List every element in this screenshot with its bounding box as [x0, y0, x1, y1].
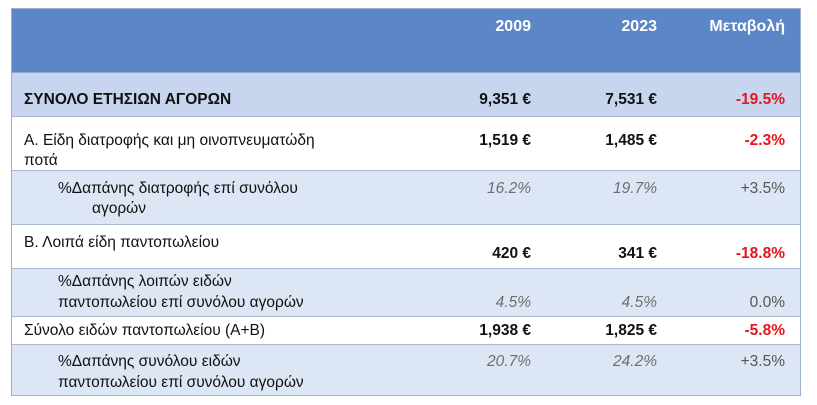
table-row-other-grocery-share: %Δαπάνης λοιπών ειδών παντοπωλείου επί σ… [12, 269, 800, 317]
row-label-line1: Α. Είδη διατροφής και μη οινοπνευματώδη [24, 132, 315, 149]
table-row-grocery-total-share: %Δαπάνης συνόλου ειδών παντοπωλείου επί … [12, 345, 800, 395]
table-row-other-grocery: Β. Λοιπά είδη παντοπωλείου 420 € 341 € -… [12, 225, 800, 269]
value-change: -19.5% [735, 91, 785, 108]
table-row-food: Α. Είδη διατροφής και μη οινοπνευματώδη … [12, 117, 800, 171]
row-label: Σύνολο ειδών παντοπωλείου (Α+Β) [24, 322, 266, 339]
value-change: -5.8% [744, 322, 786, 339]
value-change: 0.0% [749, 294, 785, 311]
value-2009: 4.5% [495, 294, 531, 311]
header-change: Μεταβολή [709, 18, 785, 35]
value-2009: 1,938 € [479, 322, 531, 339]
value-change: -18.8% [735, 245, 785, 262]
value-2023: 7,531 € [605, 91, 657, 108]
value-2023: 19.7% [613, 180, 657, 197]
row-label-line1: %Δαπάνης διατροφής επί συνόλου [58, 180, 298, 197]
header-2009: 2009 [495, 18, 531, 35]
table-row-total-purchases: ΣΥΝΟΛΟ ΕΤΗΣΙΩΝ ΑΓΟΡΩΝ 9,351 € 7,531 € -1… [12, 73, 800, 117]
table-row-grocery-total: Σύνολο ειδών παντοπωλείου (Α+Β) 1,938 € … [12, 317, 800, 345]
row-label-line1: %Δαπάνης συνόλου ειδών [58, 353, 241, 370]
value-2009: 20.7% [487, 353, 531, 370]
value-2023: 341 € [618, 245, 657, 262]
row-label-line2: παντοπωλείου επί συνόλου αγορών [58, 294, 304, 311]
value-2023: 1,485 € [605, 132, 657, 149]
value-2009: 420 € [492, 245, 531, 262]
value-2009: 16.2% [487, 180, 531, 197]
value-change: +3.5% [740, 180, 785, 197]
value-2009: 1,519 € [479, 132, 531, 149]
header-2023: 2023 [621, 18, 657, 35]
row-label: ΣΥΝΟΛΟ ΕΤΗΣΙΩΝ ΑΓΟΡΩΝ [24, 91, 232, 108]
row-label-line2: αγορών [92, 200, 147, 217]
value-change: +3.5% [740, 353, 785, 370]
table-header-row: 2009 2023 Μεταβολή [12, 9, 800, 73]
expenditure-table: 2009 2023 Μεταβολή ΣΥΝΟΛΟ ΕΤΗΣΙΩΝ ΑΓΟΡΩΝ… [11, 8, 801, 396]
value-2009: 9,351 € [479, 91, 531, 108]
value-2023: 4.5% [621, 294, 657, 311]
row-label: Β. Λοιπά είδη παντοπωλείου [24, 234, 220, 251]
value-change: -2.3% [744, 132, 786, 149]
row-label-line1: %Δαπάνης λοιπών ειδών [58, 273, 232, 290]
value-2023: 1,825 € [605, 322, 657, 339]
value-2023: 24.2% [613, 353, 657, 370]
row-label-line2: παντοπωλείου επί συνόλου αγορών [58, 374, 304, 391]
table-row-food-share: %Δαπάνης διατροφής επί συνόλου αγορών 16… [12, 171, 800, 225]
row-label-line2: ποτά [24, 152, 58, 169]
